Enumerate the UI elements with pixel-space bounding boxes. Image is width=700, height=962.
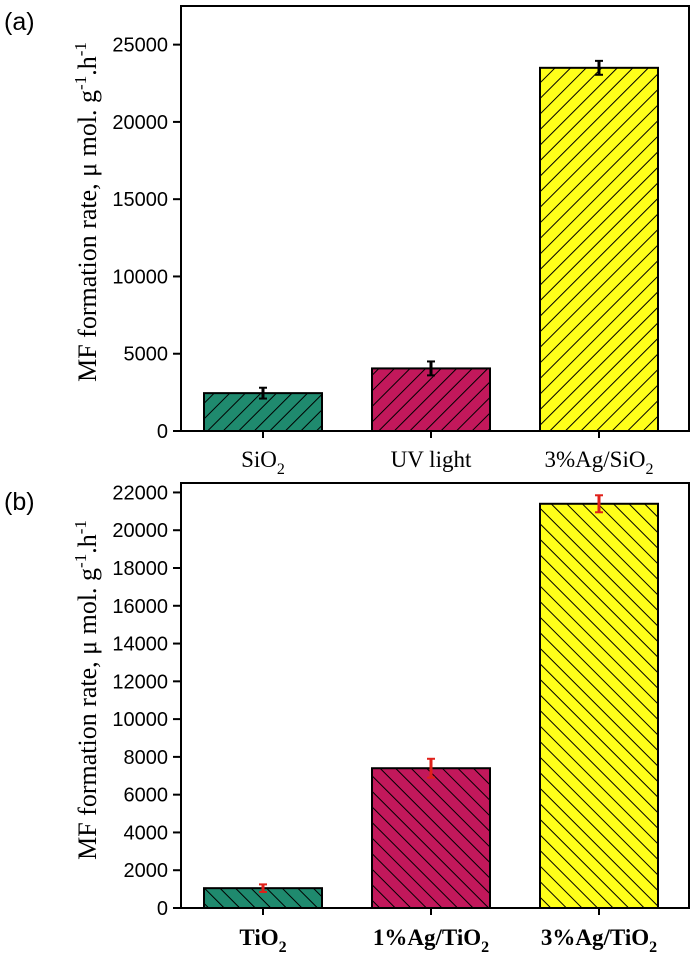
panel-a: (a) 0 5000 10000 15000 20000 25000 MF formation… bbox=[4, 5, 690, 478]
panel-b: (b) 0 2000 4000 6000 8000 10000 12000 14000 16000… bbox=[4, 482, 690, 956]
panel-label: (a) bbox=[4, 8, 35, 36]
y-axis-title: MF formation rate, μ mol. g-1.h-1 bbox=[71, 520, 102, 860]
y-tick-label: 10000 bbox=[112, 266, 168, 288]
x-category-label: 3%Ag/SiO2 bbox=[545, 447, 654, 478]
y-tick-label: 18000 bbox=[112, 558, 168, 580]
y-tick-label: 16000 bbox=[112, 596, 168, 618]
panel-label: (b) bbox=[4, 488, 35, 516]
y-tick-label: 15000 bbox=[112, 189, 168, 211]
y-tick-label: 14000 bbox=[112, 634, 168, 656]
y-tick-label: 20000 bbox=[112, 520, 168, 542]
y-tick-label: 12000 bbox=[112, 671, 168, 693]
y-tick-label: 25000 bbox=[112, 35, 168, 57]
x-category-label: UV light bbox=[391, 447, 472, 472]
bar-hatch bbox=[371, 367, 491, 432]
bar-hatch bbox=[539, 66, 659, 433]
y-tick-label: 6000 bbox=[124, 785, 169, 807]
bar-hatch bbox=[371, 767, 491, 909]
y-tick-label: 8000 bbox=[124, 747, 169, 769]
y-tick-label: 22000 bbox=[112, 482, 168, 504]
y-tick-label: 4000 bbox=[124, 822, 169, 844]
y-tick-label: 0 bbox=[157, 898, 168, 920]
y-tick-label: 20000 bbox=[112, 112, 168, 134]
y-tick-label: 0 bbox=[157, 421, 168, 443]
y-tick-label: 2000 bbox=[124, 860, 169, 882]
x-category-label: SiO2 bbox=[241, 447, 285, 478]
y-axis-title: MF formation rate, μ mol. g-1.h-1 bbox=[71, 42, 102, 382]
y-tick-label: 5000 bbox=[124, 344, 169, 366]
x-category-label: TiO2 bbox=[239, 925, 286, 956]
x-category-label: 1%Ag/TiO2 bbox=[373, 925, 489, 956]
x-category-label: 3%Ag/TiO2 bbox=[541, 925, 657, 956]
bar-hatch bbox=[539, 502, 659, 909]
y-tick-label: 10000 bbox=[112, 709, 168, 731]
